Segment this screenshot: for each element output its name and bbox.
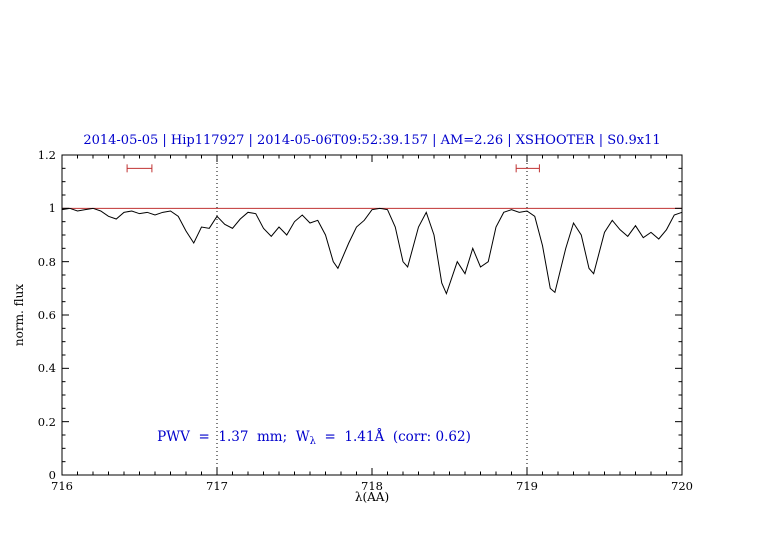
x-tick-label: 719	[516, 479, 538, 493]
x-axis-label: λ(AA)	[354, 490, 390, 504]
y-tick-label: 0.2	[37, 415, 56, 429]
plot-title: 2014-05-05 | Hip117927 | 2014-05-06T09:5…	[83, 133, 661, 148]
y-tick-label: 0.6	[37, 308, 56, 322]
pwv-annotation-prefix: PWV = 1.37 mm; W	[157, 429, 310, 445]
spectrum-line	[61, 207, 683, 296]
pwv-annotation-suffix: = 1.41Å (corr: 0.62)	[315, 429, 471, 445]
y-tick-label: 0.4	[37, 361, 56, 375]
y-tick-label: 0.8	[37, 255, 56, 269]
y-tick-label: 1.2	[37, 148, 56, 162]
pwv-annotation: PWV = 1.37 mm; Wλ = 1.41Å (corr: 0.62)	[140, 413, 471, 463]
y-tick-label: 1	[48, 201, 56, 215]
x-tick-label: 717	[206, 479, 228, 493]
x-tick-label: 718	[361, 479, 383, 493]
y-tick-label: 0	[48, 468, 56, 482]
x-tick-label: 716	[51, 479, 73, 493]
x-tick-label: 720	[671, 479, 693, 493]
lambda-subscript: λ	[309, 436, 316, 447]
